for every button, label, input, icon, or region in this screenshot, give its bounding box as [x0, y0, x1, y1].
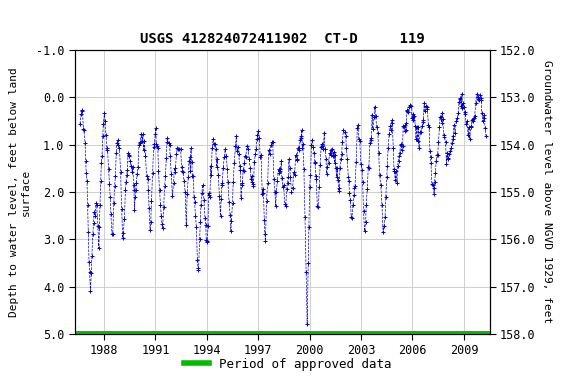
Y-axis label: Groundwater level above NGVD 1929, feet: Groundwater level above NGVD 1929, feet — [543, 60, 552, 324]
Title: USGS 412824072411902  CT-D     119: USGS 412824072411902 CT-D 119 — [140, 32, 425, 46]
Y-axis label: Depth to water level, feet below land
surface: Depth to water level, feet below land su… — [9, 67, 31, 317]
Legend: Period of approved data: Period of approved data — [179, 353, 397, 376]
